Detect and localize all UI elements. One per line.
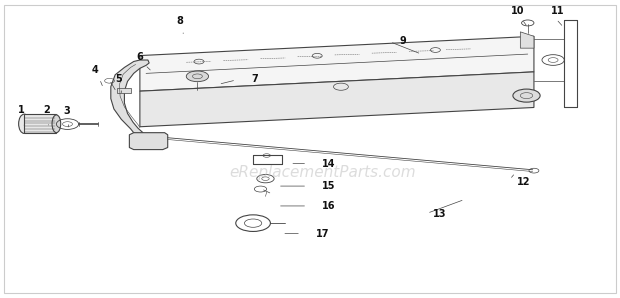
Text: 12: 12	[516, 177, 530, 187]
Text: 3: 3	[63, 106, 70, 116]
Text: 9: 9	[399, 36, 406, 46]
Text: 5: 5	[115, 74, 122, 84]
Circle shape	[513, 89, 540, 102]
Text: 17: 17	[316, 229, 329, 238]
Text: 13: 13	[433, 209, 446, 219]
Circle shape	[186, 71, 208, 82]
Polygon shape	[111, 60, 149, 136]
Text: 2: 2	[44, 105, 50, 115]
Bar	[117, 88, 131, 93]
Text: 15: 15	[322, 181, 335, 191]
Text: 11: 11	[551, 6, 564, 16]
Text: 7: 7	[251, 74, 258, 84]
Polygon shape	[520, 32, 534, 48]
Text: 8: 8	[177, 16, 184, 27]
Text: eReplacementParts.com: eReplacementParts.com	[229, 165, 415, 180]
Bar	[24, 114, 56, 133]
Polygon shape	[140, 36, 534, 91]
Text: 16: 16	[322, 201, 335, 211]
Text: 6: 6	[136, 52, 143, 62]
Polygon shape	[140, 72, 534, 127]
Ellipse shape	[19, 114, 30, 134]
Text: 4: 4	[92, 65, 99, 75]
Text: 10: 10	[510, 6, 524, 16]
Polygon shape	[130, 133, 168, 150]
Text: 1: 1	[18, 105, 24, 115]
Ellipse shape	[52, 115, 61, 133]
Text: 14: 14	[322, 159, 335, 169]
